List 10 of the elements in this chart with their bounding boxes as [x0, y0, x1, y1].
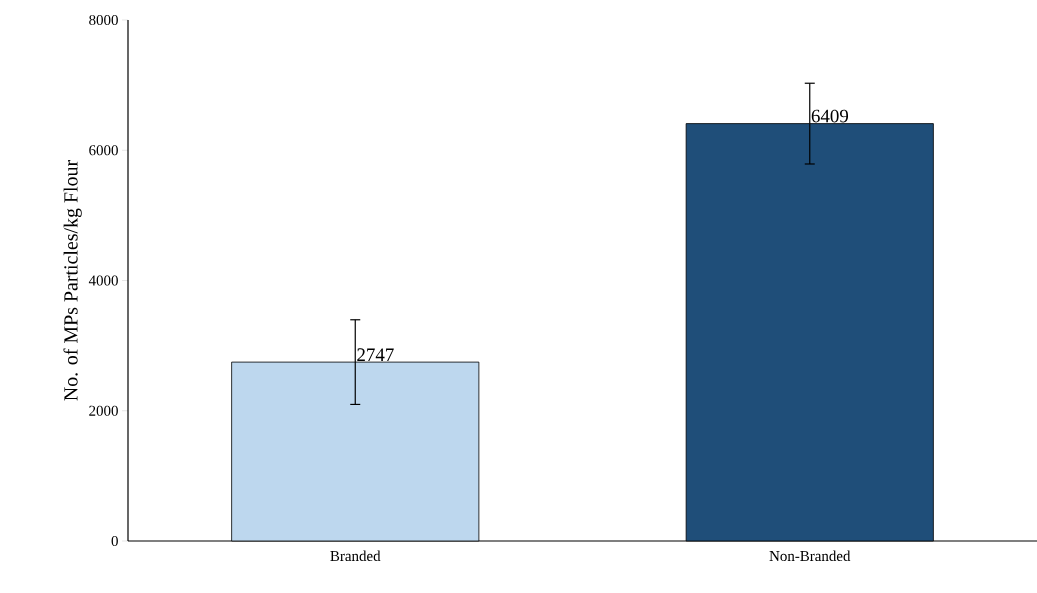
- x-tick-label: Branded: [330, 550, 381, 562]
- y-tick-label: 8000: [89, 14, 118, 26]
- y-tick-label: 2000: [89, 405, 118, 416]
- x-tick-label: Non-Branded: [769, 550, 851, 562]
- y-axis-title: No. of MPs Particles/kg Flour: [63, 160, 82, 401]
- data-label: 2747: [357, 348, 394, 361]
- y-tick-label: 0: [111, 535, 118, 547]
- y-tick-label: 6000: [89, 145, 118, 156]
- y-tick-label: 4000: [88, 275, 118, 286]
- data-label: 6409: [811, 109, 849, 123]
